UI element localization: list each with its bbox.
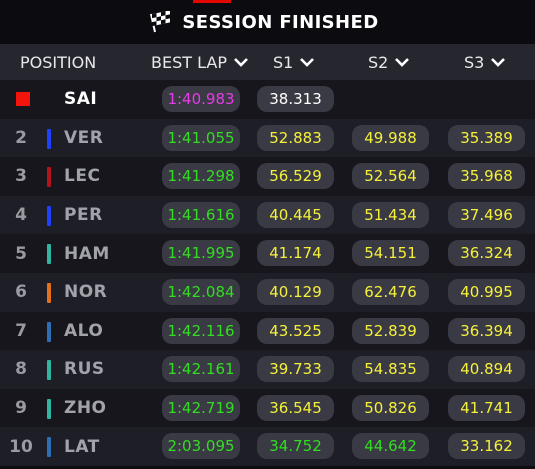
s2-header-label: S2 bbox=[368, 52, 389, 72]
s2-time: 51.434 bbox=[352, 201, 429, 228]
s1-time: 38.313 bbox=[257, 86, 334, 112]
s3-time: 35.389 bbox=[448, 124, 525, 151]
position-number: 8 bbox=[15, 359, 27, 380]
s1-time: 36.545 bbox=[257, 394, 334, 421]
driver-code: HAM bbox=[64, 243, 110, 264]
best-lap-time: 1:42.084 bbox=[162, 278, 240, 305]
results-table: SAI 1:40.983 38.313 2 VER 1:41.055 52.88… bbox=[0, 80, 535, 466]
s1-time: 34.752 bbox=[257, 433, 334, 460]
position-number: 5 bbox=[15, 243, 27, 264]
driver-code: NOR bbox=[64, 282, 108, 303]
chevron-down-icon bbox=[395, 58, 410, 67]
s1-header-label: S1 bbox=[273, 52, 294, 72]
team-color-bar bbox=[47, 398, 51, 419]
position-number: 9 bbox=[15, 398, 27, 419]
driver-code: ZHO bbox=[64, 398, 107, 419]
s1-time: 39.733 bbox=[257, 356, 334, 383]
driver-code: LEC bbox=[64, 166, 101, 187]
leader-flag-icon bbox=[16, 92, 30, 106]
table-row[interactable]: SAI 1:40.983 38.313 bbox=[0, 80, 535, 119]
best-lap-time: 1:41.055 bbox=[162, 124, 240, 151]
best-lap-time: 1:41.616 bbox=[162, 201, 240, 228]
best-lap-sort-header[interactable]: BEST LAP bbox=[151, 44, 249, 80]
team-color-bar bbox=[47, 437, 51, 458]
s1-time: 52.883 bbox=[257, 124, 334, 151]
s2-time: 50.826 bbox=[352, 394, 429, 421]
driver-code: VER bbox=[64, 127, 104, 148]
s3-time: 40.995 bbox=[448, 278, 525, 305]
position-number: 10 bbox=[9, 436, 33, 457]
driver-code: RUS bbox=[64, 359, 105, 380]
team-color-bar bbox=[47, 321, 51, 342]
s2-time: 52.564 bbox=[352, 163, 429, 190]
s3-time: 37.496 bbox=[448, 201, 525, 228]
position-number: 4 bbox=[15, 205, 27, 226]
best-lap-time: 1:41.298 bbox=[162, 163, 240, 190]
s3-time: 36.324 bbox=[448, 240, 525, 267]
table-row[interactable]: 10 LAT 2:03.095 34.752 44.642 33.162 bbox=[0, 427, 535, 466]
session-title: SESSION FINISHED bbox=[182, 11, 379, 33]
position-header-label: POSITION bbox=[20, 52, 97, 72]
driver-code: ALO bbox=[64, 320, 104, 341]
table-row[interactable]: 4 PER 1:41.616 40.445 51.434 37.496 bbox=[0, 195, 535, 235]
driver-code: LAT bbox=[64, 436, 100, 457]
top-accent-bar bbox=[193, 0, 231, 3]
s3-time: 40.894 bbox=[448, 356, 525, 383]
s1-time: 41.174 bbox=[257, 240, 334, 267]
best-lap-time: 1:42.719 bbox=[162, 394, 240, 421]
team-color-bar bbox=[47, 167, 51, 188]
chevron-down-icon bbox=[491, 58, 506, 67]
team-color-bar bbox=[47, 282, 51, 303]
best-lap-time: 1:41.995 bbox=[162, 240, 240, 267]
s3-time: 33.162 bbox=[448, 433, 525, 460]
title-bar: SESSION FINISHED bbox=[0, 0, 535, 44]
best-lap-time: 2:03.095 bbox=[162, 433, 240, 460]
table-row[interactable]: 9 ZHO 1:42.719 36.545 50.826 41.741 bbox=[0, 388, 535, 428]
position-number: 6 bbox=[15, 282, 27, 303]
s1-sort-header[interactable]: S1 bbox=[273, 44, 315, 80]
table-row[interactable]: 6 NOR 1:42.084 40.129 62.476 40.995 bbox=[0, 272, 535, 312]
s1-time: 40.445 bbox=[257, 201, 334, 228]
driver-code: PER bbox=[64, 205, 103, 226]
position-header: POSITION bbox=[20, 44, 96, 80]
s2-time: 54.835 bbox=[352, 356, 429, 383]
s2-time: 54.151 bbox=[352, 240, 429, 267]
position-number: 7 bbox=[15, 320, 27, 341]
position-number: 3 bbox=[15, 166, 27, 187]
s1-time: 56.529 bbox=[257, 163, 334, 190]
s1-time: 40.129 bbox=[257, 278, 334, 305]
chevron-down-icon bbox=[234, 58, 248, 67]
table-row[interactable]: 3 LEC 1:41.298 56.529 52.564 35.968 bbox=[0, 157, 535, 196]
s2-sort-header[interactable]: S2 bbox=[368, 44, 410, 80]
best-lap-time: 1:40.983 bbox=[162, 86, 240, 112]
team-color-bar bbox=[47, 360, 51, 381]
s3-header-label: S3 bbox=[464, 52, 485, 72]
s3-time: 35.968 bbox=[448, 163, 525, 190]
column-header-row: POSITION BEST LAP S1 S2 S3 bbox=[0, 44, 535, 80]
position-number: 2 bbox=[15, 127, 27, 148]
s2-time: 62.476 bbox=[352, 278, 429, 305]
team-color-bar bbox=[47, 205, 51, 226]
table-row[interactable]: 2 VER 1:41.055 52.883 49.988 35.389 bbox=[0, 118, 535, 158]
table-row[interactable]: 7 ALO 1:42.116 43.525 52.839 36.394 bbox=[0, 311, 535, 351]
table-row[interactable]: 8 RUS 1:42.161 39.733 54.835 40.894 bbox=[0, 350, 535, 389]
best-lap-header-label: BEST LAP bbox=[151, 52, 227, 72]
s3-time: 41.741 bbox=[448, 394, 525, 421]
s2-time: 44.642 bbox=[352, 433, 429, 460]
s3-sort-header[interactable]: S3 bbox=[464, 44, 506, 80]
driver-code: SAI bbox=[64, 89, 98, 110]
s2-time: 49.988 bbox=[352, 124, 429, 151]
best-lap-time: 1:42.161 bbox=[162, 356, 240, 383]
best-lap-time: 1:42.116 bbox=[162, 317, 240, 344]
team-color-bar bbox=[47, 244, 51, 265]
table-row[interactable]: 5 HAM 1:41.995 41.174 54.151 36.324 bbox=[0, 234, 535, 273]
s1-time: 43.525 bbox=[257, 317, 334, 344]
s3-time: 36.394 bbox=[448, 317, 525, 344]
checkered-flag-icon bbox=[150, 11, 171, 33]
chevron-down-icon bbox=[300, 58, 315, 67]
s2-time: 52.839 bbox=[352, 317, 429, 344]
team-color-bar bbox=[47, 128, 51, 149]
